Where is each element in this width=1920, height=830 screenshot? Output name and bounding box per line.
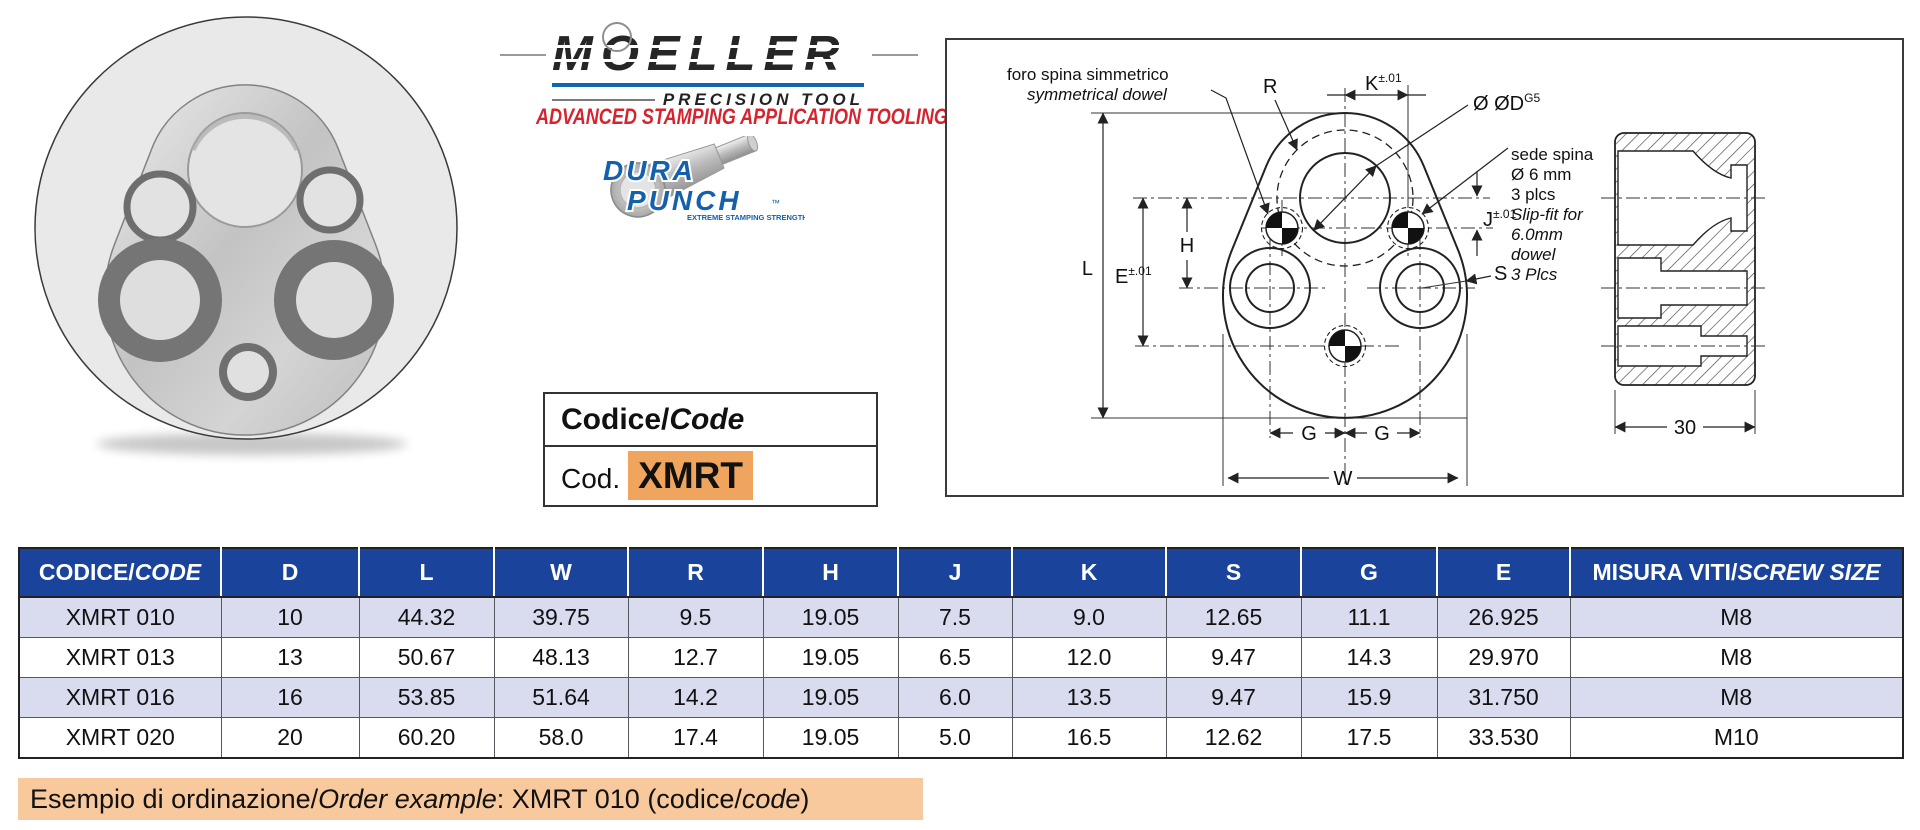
dura-tagline: EXTREME STAMPING STRENGTH [687, 213, 805, 222]
retainer-part [98, 84, 394, 436]
dim-label-l: L [1082, 258, 1093, 280]
wordmark-stripe [548, 59, 868, 62]
dowel-hole-bottom [227, 351, 269, 393]
center-hole [1299, 152, 1391, 244]
table-row: XMRT 010 10 44.32 39.75 9.5 19.05 7.5 9.0 12.65 1… [18, 596, 1904, 638]
screw-hole-left [1229, 247, 1311, 329]
table-row: XMRT 016 16 53.85 51.64 14.2 19.05 6.0 13.5 9.47… [18, 677, 1904, 718]
spec-table: CODICE/CODE D L W R H J K S G E MISURA V… [18, 547, 1904, 759]
dowel-hole-left [123, 170, 197, 244]
dim-label-s: S [1494, 263, 1507, 285]
order-example-it: Esempio di ordinazione/ [30, 784, 319, 814]
front-view [1222, 112, 1468, 419]
hairline-right [872, 54, 918, 56]
code-title-en: Code [669, 403, 745, 436]
dim-label-r: R [1263, 76, 1277, 98]
brand-logo: MOELLER PRECISION TOOL [500, 22, 918, 110]
note-line: 3 plcs [1511, 185, 1555, 204]
screw-hole-left [120, 260, 200, 340]
table-header-row: CODICE/CODE D L W R H J K S G E MISURA V… [19, 548, 1903, 598]
code-value: XMRT [628, 451, 753, 500]
col-header-s: S [1165, 548, 1301, 598]
dim-label-g1: G [1301, 423, 1317, 445]
col-header-k: K [1011, 548, 1166, 598]
dowel-symbol-right [1386, 206, 1430, 250]
hairline-left [500, 54, 546, 56]
order-example: Esempio di ordinazione/Order example: XM… [18, 778, 923, 820]
dimension-lines [1097, 89, 1756, 484]
dowel-hole-right [296, 166, 364, 234]
dim-label-j: J±.01 [1483, 207, 1517, 231]
table-row: XMRT 020 20 60.20 58.0 17.4 19.05 5.0 16.5 12.62… [18, 717, 1904, 759]
diameter-label: Ø ØDG5 [1473, 91, 1540, 115]
dowel-symbol-bottom [1323, 324, 1367, 368]
screw-hole-right [1379, 247, 1461, 329]
table-row: XMRT 013 13 50.67 48.13 12.7 19.05 6.5 12.0 9.47… [18, 637, 1904, 678]
code-box-value-row: Cod. XMRT [545, 447, 876, 505]
cell-code: XMRT 010 [18, 596, 222, 638]
dim-label-h: H [1180, 235, 1194, 257]
tm-mark: ™ [771, 198, 780, 208]
code-title-it: Codice/ [561, 403, 670, 436]
callout-dowel-it: foro spina simmetrico [1007, 65, 1169, 84]
col-header-j: J [897, 548, 1012, 598]
dim-label-e: E±.01 [1115, 264, 1152, 288]
brand-wordmark: MOELLER [552, 27, 848, 81]
section-view [1601, 132, 1769, 386]
col-header-g: G [1300, 548, 1437, 598]
punch-illustration [610, 136, 759, 218]
cell-code: XMRT 016 [18, 677, 222, 718]
punch-text: PUNCH [627, 185, 742, 216]
col-header-h: H [762, 548, 898, 598]
cell-code: XMRT 020 [18, 717, 222, 759]
leader-lines [1210, 89, 1509, 289]
dim-label-w: W [1334, 468, 1353, 490]
brand-rule [552, 83, 864, 87]
brand-tagline: ADVANCED STAMPING APPLICATION TOOLING [536, 104, 948, 129]
col-header-w: W [493, 548, 628, 598]
wordmark-stripe [548, 45, 868, 48]
note-line: 6.0mm [1511, 225, 1563, 244]
code-box: Codice/Code Cod. XMRT [543, 392, 878, 507]
dura-text: DURA [603, 155, 696, 186]
note-line: sede spina [1511, 145, 1594, 164]
code-box-title: Codice/Code [545, 394, 876, 447]
product-photo [34, 16, 458, 455]
col-header-r: R [627, 548, 763, 598]
durapunch-logo: DURA PUNCH ™ EXTREME STAMPING STRENGTH [601, 136, 805, 222]
cell-code: XMRT 013 [18, 637, 222, 678]
dim-label-g2: G [1374, 423, 1390, 445]
dowel-symbol-left [1260, 206, 1304, 250]
callout-dowel-en: symmetrical dowel [1027, 85, 1168, 104]
plate-outline [1222, 112, 1468, 419]
center-hole [187, 112, 303, 228]
technical-drawing: foro spina simmetrico symmetrical dowel … [945, 38, 1904, 497]
photo-shadow [97, 433, 407, 455]
note-line: 3 Plcs [1511, 265, 1558, 284]
col-header-e: E [1436, 548, 1570, 598]
dim-label-30: 30 [1674, 417, 1696, 439]
col-header-screw-size: MISURA VITI/SCREW SIZE [1569, 548, 1903, 598]
crosshair-icon [602, 22, 632, 52]
dowel-circle-dashed [1276, 129, 1414, 267]
order-example-en: Order example [318, 784, 497, 814]
brand-subtitle: PRECISION TOOL [552, 90, 864, 110]
col-header-d: D [220, 548, 359, 598]
col-header-l: L [358, 548, 494, 598]
note-line: Slip-fit for [1511, 205, 1584, 224]
col-header-codice: CODICE/CODE [19, 548, 221, 598]
note-line: Ø 6 mm [1511, 165, 1571, 184]
code-prefix: Cod. [561, 463, 621, 494]
dim-label-k: K±.01 [1365, 71, 1402, 95]
screw-hole-right [296, 262, 372, 338]
note-line: dowel [1511, 245, 1557, 264]
